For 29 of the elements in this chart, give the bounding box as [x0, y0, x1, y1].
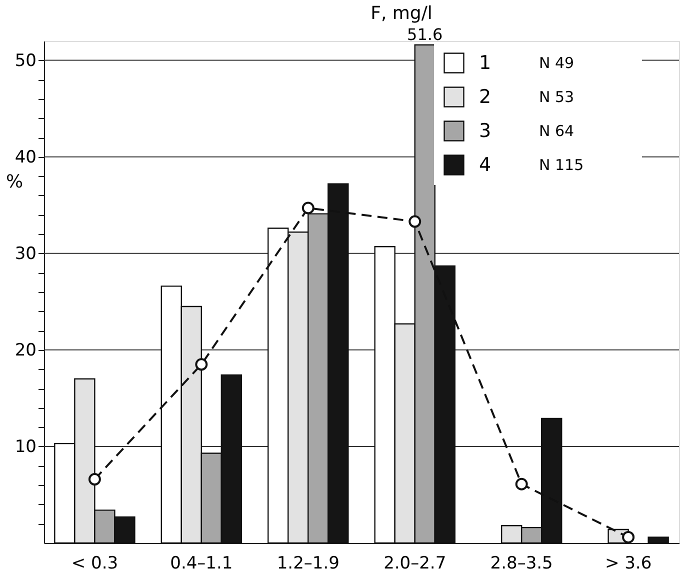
- y-axis-title: %: [6, 172, 24, 192]
- data-label: 51.6: [407, 24, 443, 44]
- annotation: N 53: [539, 88, 574, 106]
- x-tick-label: 0.4–1.1: [170, 554, 233, 574]
- y-tick-label: 20: [14, 340, 36, 360]
- x-tick-label: < 0.3: [71, 554, 118, 574]
- x-tick-label: 2.8–3.5: [490, 554, 553, 574]
- x-tick-label: 1.2–1.9: [276, 554, 340, 574]
- legend-label: 1: [479, 52, 492, 74]
- point: [195, 358, 208, 371]
- point: [622, 530, 635, 544]
- y-tick-label: 50: [14, 50, 36, 71]
- chart-title: F, mg/l: [370, 2, 432, 24]
- legend-label: 3: [479, 120, 492, 142]
- annotation: N 49: [539, 54, 574, 72]
- bar: [648, 536, 669, 544]
- y-tick-label: 30: [14, 244, 36, 264]
- point: [408, 215, 422, 228]
- point: [515, 478, 528, 490]
- point: [88, 473, 101, 486]
- y-tick-label: 40: [14, 147, 36, 168]
- x-tick-label: > 3.6: [604, 554, 652, 574]
- point: [302, 202, 314, 214]
- annotation: N 64: [539, 122, 574, 140]
- x-tick-label: 2.0–2.7: [384, 554, 446, 574]
- annotation: N 115: [539, 156, 584, 174]
- legend-label: 4: [479, 154, 492, 176]
- y-tick-label: 10: [14, 436, 36, 457]
- legend-label: 2: [479, 86, 492, 108]
